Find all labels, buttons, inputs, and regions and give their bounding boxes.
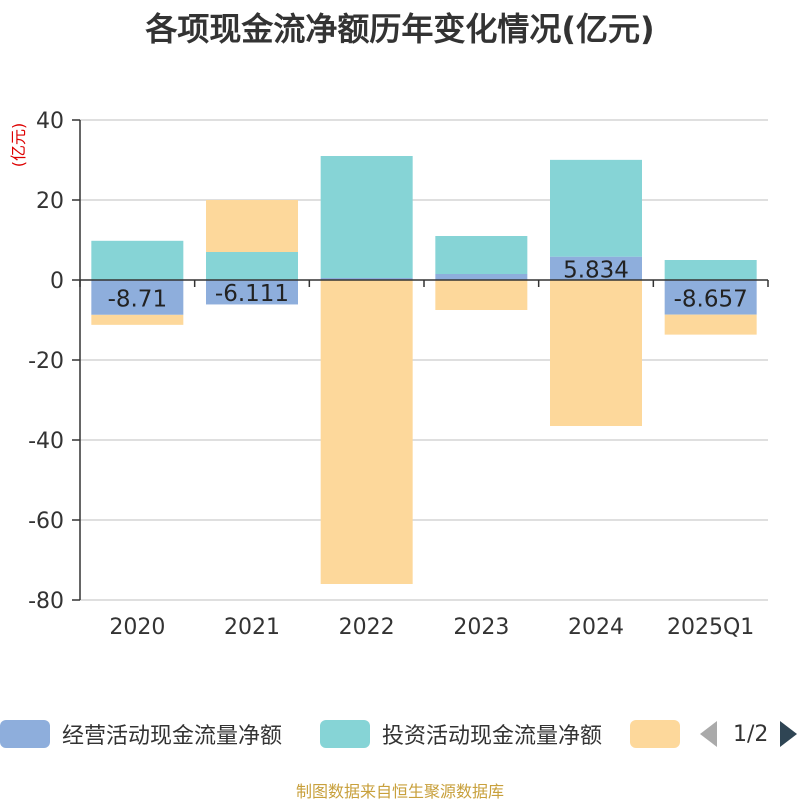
bar-series2-2025Q1 <box>664 314 757 335</box>
y-tick-label: 0 <box>50 269 64 294</box>
legend: 经营活动现金流量净额 投资活动现金流量净额 1/2 <box>0 716 800 752</box>
data-label: -8.657 <box>674 286 748 312</box>
bar-series1-2022 <box>320 156 413 278</box>
bar-series1-2021 <box>206 252 298 280</box>
legend-item-financing[interactable] <box>630 716 692 752</box>
y-axis-label: (亿元) <box>9 123 28 168</box>
x-tick-label: 2023 <box>453 615 509 640</box>
bar-series1-2023 <box>435 236 528 274</box>
bar-series0-2024 <box>550 256 642 280</box>
bar-series1-2020 <box>91 240 184 280</box>
bar-series1-2024 <box>550 159 642 257</box>
y-tick-label: -40 <box>28 429 64 454</box>
legend-swatch-operating <box>0 720 50 748</box>
legend-swatch-investing <box>320 720 370 748</box>
data-label: -6.111 <box>215 281 289 307</box>
y-tick-label: 20 <box>36 189 64 214</box>
legend-next-page-icon[interactable] <box>780 721 798 747</box>
legend-item-investing[interactable]: 投资活动现金流量净额 <box>320 716 602 752</box>
bars <box>91 156 757 584</box>
bar-series2-2022 <box>320 280 413 584</box>
source-note: 制图数据来自恒生聚源数据库 <box>295 782 504 801</box>
bar-series2-2023 <box>435 280 528 310</box>
data-label: 5.834 <box>563 257 629 283</box>
legend-page-indicator: 1/2 <box>733 721 769 747</box>
axes: 40 20 0 -20 -40 -60 -80 2020 2021 2022 2023 2024 202… <box>9 109 769 640</box>
legend-item-operating[interactable]: 经营活动现金流量净额 <box>0 716 282 752</box>
bar-series2-2024 <box>550 280 642 426</box>
y-tick-label: 40 <box>36 109 64 134</box>
gridlines <box>80 119 768 601</box>
x-tick-label: 2021 <box>224 615 280 640</box>
y-tick-label: -80 <box>28 589 64 614</box>
bar-series0-2020 <box>91 280 184 315</box>
x-tick-label: 2020 <box>109 615 165 640</box>
bar-series2-2020 <box>91 314 184 325</box>
bar-series1-2025Q1 <box>664 260 757 280</box>
y-tick-label: -20 <box>28 349 64 374</box>
legend-pager: 1/2 <box>700 716 798 752</box>
legend-label-operating: 经营活动现金流量净额 <box>62 724 283 749</box>
data-labels: -8.71 -6.111 5.834 -8.657 <box>108 257 748 312</box>
data-label: -8.71 <box>108 286 168 312</box>
legend-prev-page-icon[interactable] <box>700 721 717 747</box>
x-tick-label: 2025Q1 <box>667 615 754 640</box>
x-tick-label: 2024 <box>568 615 624 640</box>
bar-series0-2025Q1 <box>664 280 757 315</box>
x-tick-label: 2022 <box>339 615 395 640</box>
bar-series0-2021 <box>206 280 298 305</box>
legend-swatch-financing <box>630 720 680 748</box>
chart-title: 各项现金流净额历年变化情况(亿元) <box>145 10 655 48</box>
chart: 40 20 0 -20 -40 -60 -80 2020 2021 2022 2023 2024 202… <box>9 109 769 640</box>
legend-label-investing: 投资活动现金流量净额 <box>382 724 603 749</box>
bar-series0-2023 <box>435 274 528 280</box>
y-tick-label: -60 <box>28 509 64 534</box>
bar-series0-2022 <box>320 278 413 280</box>
bar-series2-2021 <box>206 200 298 252</box>
